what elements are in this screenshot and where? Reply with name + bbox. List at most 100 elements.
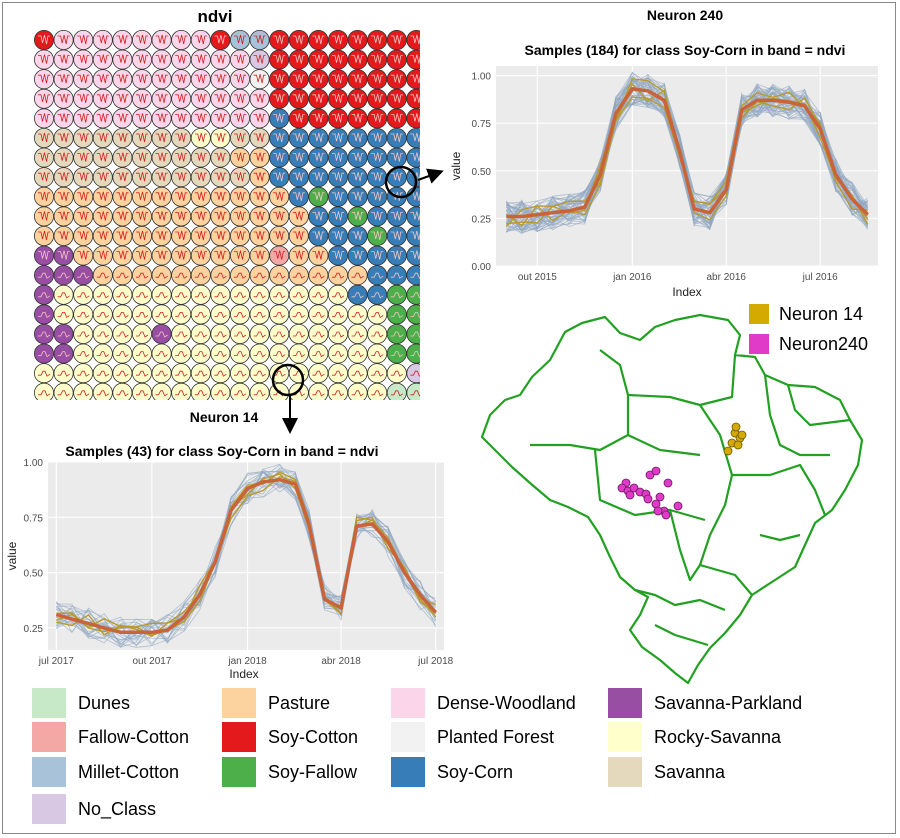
som-neuron [229, 127, 250, 148]
som-neuron [308, 245, 329, 266]
som-neuron [73, 69, 94, 90]
som-neuron [210, 69, 231, 90]
som-neuron [229, 245, 250, 266]
class-legend-swatch [391, 722, 425, 752]
som-neuron [171, 382, 192, 400]
chart1-ylabel: value [5, 541, 19, 570]
som-neuron [406, 226, 420, 246]
som-neuron [171, 343, 192, 364]
som-neuron [327, 167, 348, 188]
class-legend-item: Dunes [32, 688, 130, 718]
class-legend-swatch [32, 722, 66, 752]
sample-series-line [55, 481, 437, 646]
som-neuron [406, 30, 420, 50]
chart0-title: Neuron 240 [647, 7, 723, 23]
som-neuron [210, 225, 231, 246]
state-boundary [654, 624, 709, 647]
som-neuron [151, 206, 172, 227]
som-neuron [92, 206, 113, 227]
class-legend-swatch [222, 722, 256, 752]
x-tick-label: abr 2016 [706, 272, 746, 283]
chart1-title: Neuron 14 [190, 409, 259, 425]
som-neuron [210, 127, 231, 148]
class-legend-label: Fallow-Cotton [78, 726, 190, 747]
class-legend-swatch [391, 757, 425, 787]
som-neuron [151, 186, 172, 207]
brazil-map [480, 313, 864, 685]
quantile-line [56, 471, 437, 638]
chart-neuron-14: Neuron 14 Samples (43) for class Soy-Cor… [5, 409, 454, 681]
som-neuron [92, 29, 113, 51]
som-neuron [347, 147, 368, 168]
som-neuron [210, 304, 231, 325]
som-neuron [367, 88, 388, 109]
som-neuron [229, 88, 250, 109]
som-neuron [171, 127, 192, 148]
class-legend-label: Millet-Cotton [78, 761, 180, 782]
som-neuron [131, 167, 152, 188]
som-neuron [112, 108, 133, 129]
som-neuron [190, 225, 211, 246]
som-neuron [386, 304, 407, 325]
state-boundary [627, 354, 737, 407]
state-boundary [763, 374, 830, 457]
som-neuron [171, 225, 192, 246]
map-legend-item: Neuron240 [749, 332, 868, 356]
class-legend-item: Fallow-Cotton [32, 722, 189, 752]
class-legend-swatch [222, 688, 256, 718]
chart0-xlabel: Index [672, 285, 701, 299]
class-legend-swatch [608, 722, 642, 752]
som-neuron [210, 29, 231, 51]
som-neuron [406, 206, 420, 227]
class-legend-item: Pasture [222, 688, 330, 718]
sample-series-line [506, 84, 868, 229]
som-neuron [131, 127, 152, 148]
class-legend-swatch [608, 688, 642, 718]
som-neuron [131, 284, 152, 305]
x-tick-label: jul 2017 [38, 656, 74, 667]
som-neuron [73, 206, 94, 227]
som-neuron [327, 147, 348, 168]
class-legend-item: Millet-Cotton [32, 757, 179, 787]
som-neuron [112, 167, 133, 188]
som-neuron [53, 245, 74, 266]
som-neuron [367, 304, 388, 325]
som-neuron [367, 363, 388, 384]
state-boundary [634, 588, 726, 612]
class-legend-swatch [608, 757, 642, 787]
som-neuron [131, 29, 152, 51]
state-boundary [627, 434, 701, 457]
som-neuron [269, 69, 290, 90]
class-legend-swatch [32, 757, 66, 787]
class-legend-item: Soy-Corn [391, 757, 513, 787]
som-neuron [367, 206, 388, 227]
som-neuron [406, 128, 420, 148]
class-legend-label: Savanna [654, 761, 726, 782]
som-neuron [131, 225, 152, 246]
class-legend-item: Planted Forest [391, 722, 554, 752]
som-neuron [131, 245, 152, 266]
x-tick-label: jan 2016 [612, 272, 652, 283]
class-legend-swatch [222, 757, 256, 787]
class-legend-item: Soy-Fallow [222, 757, 357, 787]
som-neuron [347, 323, 368, 344]
class-legend-label: Rocky-Savanna [654, 726, 782, 747]
som-neuron [249, 108, 270, 129]
neuron-240-sample-point [661, 510, 671, 520]
chart-neuron-240: Neuron 240 Samples (184) for class Soy-C… [449, 7, 878, 299]
som-neuron [53, 206, 74, 227]
som-neuron [308, 167, 329, 188]
map-legend-label: Neuron240 [779, 333, 869, 354]
som-neuron [53, 127, 74, 148]
chart1-subtitle: Samples (43) for class Soy-Corn in band … [65, 443, 378, 459]
median-series-line [55, 477, 438, 635]
x-tick-label: jul 2018 [417, 656, 453, 667]
neuron-240-sample-point [643, 494, 653, 504]
neuron-240-sample-point [651, 466, 661, 476]
y-tick-label: 0.75 [472, 119, 492, 130]
class-legend-item: Rocky-Savanna [608, 722, 781, 752]
y-tick-label: 0.00 [472, 262, 492, 273]
som-neuron [73, 343, 94, 364]
som-neuron [53, 304, 74, 325]
median-series-line [506, 87, 869, 219]
